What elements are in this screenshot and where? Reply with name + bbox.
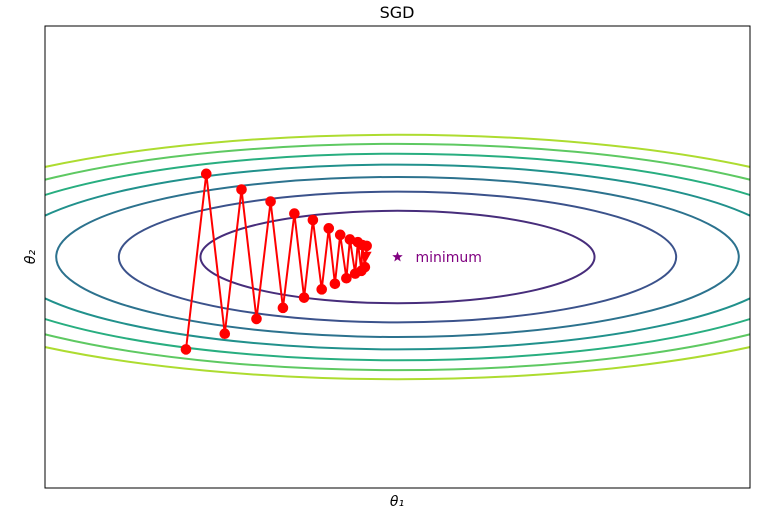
y-axis-label: θ₂	[23, 250, 39, 265]
sgd-point-3	[236, 184, 247, 195]
sgd-point-11	[323, 223, 335, 234]
chart-title: SGD	[380, 3, 415, 22]
contour-level-5	[45, 152, 750, 362]
minimum-label: minimum	[416, 250, 482, 266]
sgd-point-14	[341, 272, 352, 284]
sgd-point-10	[316, 284, 328, 295]
x-axis-label: θ₁	[390, 494, 404, 510]
minimum-group: minimum	[392, 250, 482, 266]
contour-level-6	[45, 142, 750, 372]
sgd-arrowhead	[361, 251, 372, 261]
sgd-point-5	[265, 196, 276, 207]
sgd-point-13	[334, 229, 346, 241]
sgd-point-9	[307, 214, 319, 226]
contour-level-1	[199, 209, 596, 305]
sgd-path	[180, 168, 372, 355]
contour-level-2	[117, 190, 678, 324]
minimum-star-icon	[392, 251, 403, 262]
sgd-point-7	[289, 208, 300, 219]
sgd-point-8	[298, 292, 310, 303]
contour-lines	[45, 133, 750, 381]
sgd-point-20	[359, 261, 371, 273]
sgd-path-line	[185, 173, 368, 350]
contour-level-7	[45, 133, 750, 381]
sgd-point-1	[200, 168, 212, 180]
contour-level-3	[55, 175, 740, 339]
sgd-point-2	[219, 328, 231, 339]
sgd-point-6	[277, 302, 289, 314]
sgd-point-12	[329, 278, 341, 290]
sgd-point-4	[251, 313, 262, 325]
sgd-point-0	[180, 344, 192, 355]
plot-frame	[44, 25, 751, 489]
contour-level-4	[45, 163, 750, 351]
sgd-point-21	[361, 240, 372, 252]
